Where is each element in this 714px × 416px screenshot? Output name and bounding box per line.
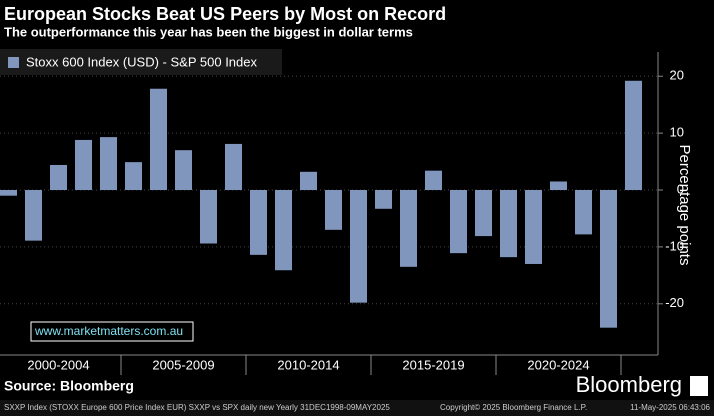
bar [550, 181, 567, 191]
y-tick-label: -20 [665, 295, 684, 310]
x-group-label: 2005-2009 [152, 357, 214, 372]
y-tick-label: 10 [670, 125, 684, 140]
footer-band [0, 400, 714, 416]
bar [250, 190, 267, 255]
source: Source: Bloomberg [4, 378, 134, 394]
bar [600, 190, 617, 328]
brand-icon [690, 376, 708, 396]
y-axis-label: Percentage points [676, 145, 693, 266]
bar [75, 139, 92, 191]
bar [400, 190, 417, 267]
bar [225, 143, 242, 191]
legend-box [0, 49, 282, 75]
bar [525, 190, 542, 264]
bar [325, 190, 342, 230]
bar [50, 164, 67, 191]
bar [0, 190, 17, 196]
bar [100, 137, 117, 191]
bar [475, 190, 492, 237]
bar [275, 190, 292, 271]
bar [625, 80, 642, 191]
timestamp: 11-May-2025 06:43:06 [630, 403, 710, 412]
bar [350, 190, 367, 303]
x-group-label: 2010-2014 [277, 357, 339, 372]
brand: Bloomberg [576, 372, 682, 397]
chart-title: European Stocks Beat US Peers by Most on… [4, 4, 446, 24]
bar [425, 170, 442, 191]
y-tick-label: -10 [665, 238, 684, 253]
copyright: Copyright© 2025 Bloomberg Finance L.P. [440, 403, 587, 412]
x-group-label: 2000-2004 [27, 357, 89, 372]
y-tick-label: 0 [677, 181, 684, 196]
bar [500, 190, 517, 258]
bar [125, 162, 142, 191]
chart-subtitle: The outperformance this year has been th… [4, 24, 413, 39]
watermark-box [30, 321, 194, 342]
x-group-label: 2020-2024 [527, 357, 589, 372]
bar [150, 88, 167, 191]
bar [175, 150, 192, 191]
bar [450, 190, 467, 254]
footer: SXXP Index (STOXX Europe 600 Price Index… [4, 403, 390, 412]
bar [300, 171, 317, 191]
y-tick-label: 20 [670, 68, 684, 83]
bar [25, 190, 42, 241]
bar [575, 190, 592, 235]
legend-swatch [8, 57, 19, 68]
bar [375, 190, 392, 209]
watermark: www.marketmatters.com.au [34, 324, 183, 338]
legend-label: Stoxx 600 Index (USD) - S&P 500 Index [26, 54, 257, 69]
bar [200, 190, 217, 244]
x-group-label: 2015-2019 [402, 357, 464, 372]
